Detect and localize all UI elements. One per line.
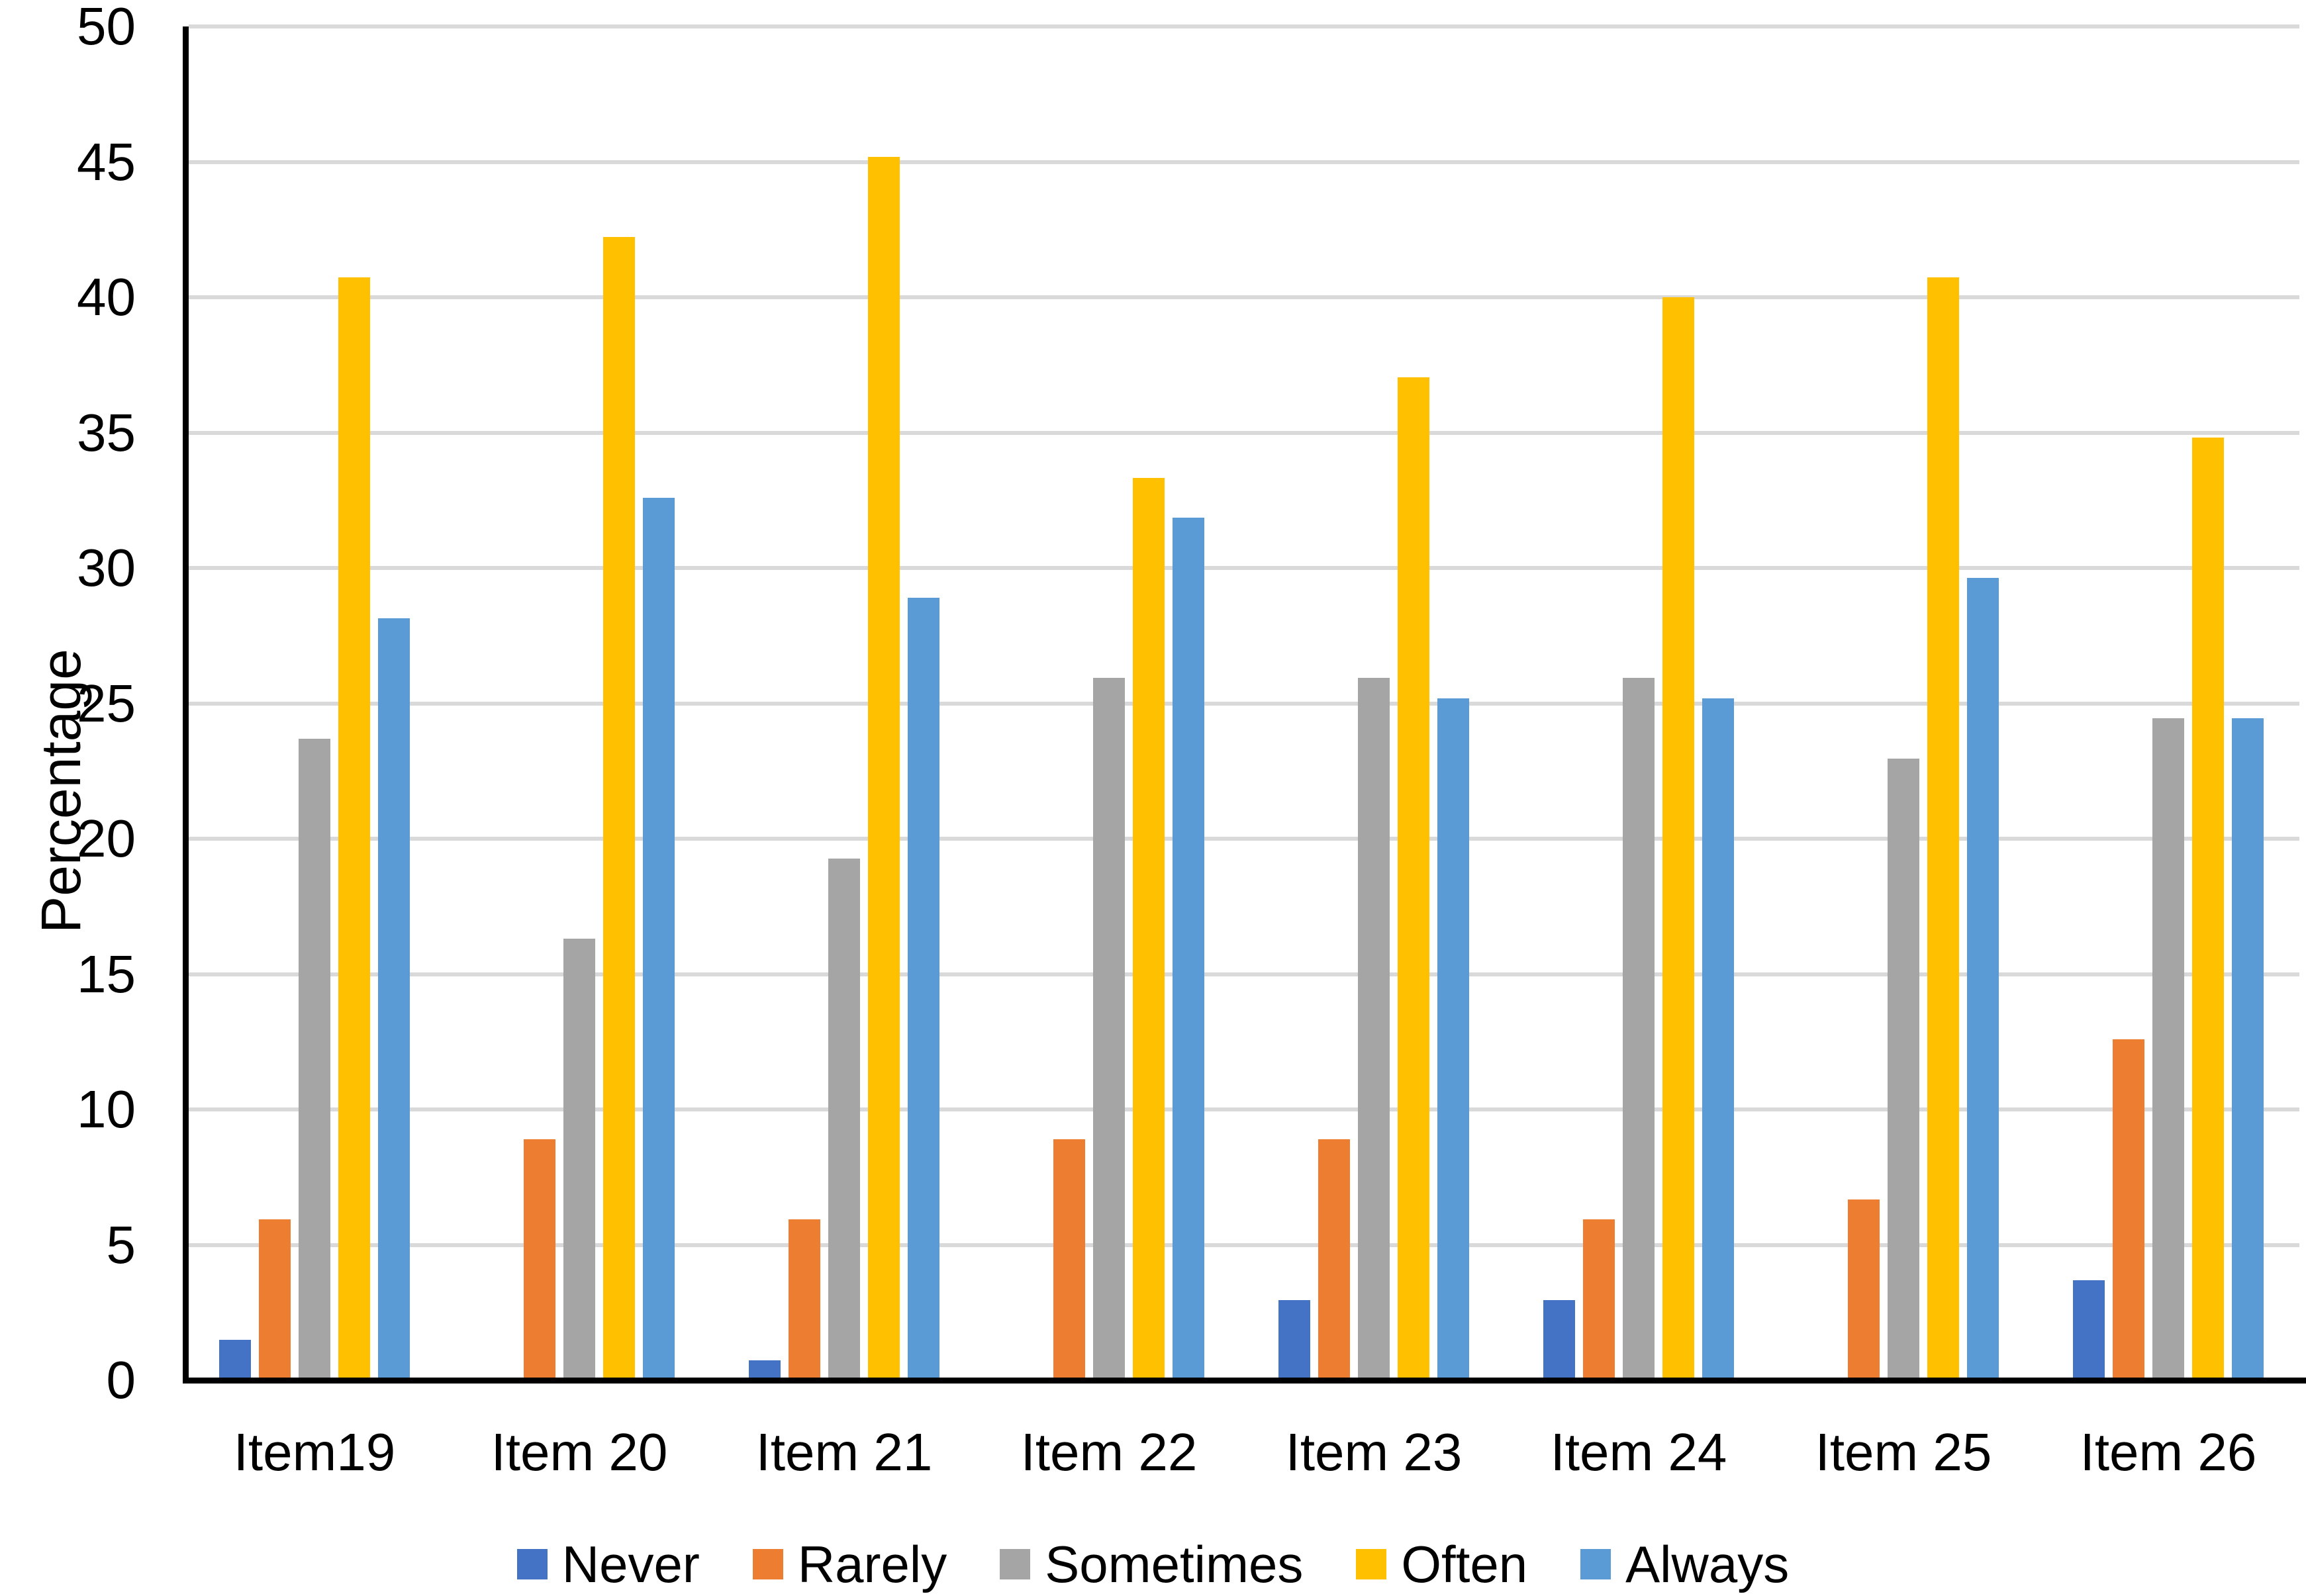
y-tick-label-40: 40 xyxy=(77,267,136,326)
x-label-item-22: Item 22 xyxy=(1020,1423,1198,1481)
gridline-10 xyxy=(189,1107,2299,1111)
bar-sometimes-item-21 xyxy=(828,859,860,1380)
bar-always-item-20 xyxy=(643,498,675,1380)
x-label-item-26: Item 26 xyxy=(2080,1423,2257,1481)
bar-often-item-22 xyxy=(1133,477,1165,1380)
y-tick-label-20: 20 xyxy=(77,809,136,868)
y-axis-line xyxy=(183,26,189,1384)
gridline-45 xyxy=(189,160,2299,164)
legend-item-rarely: Rarely xyxy=(752,1534,947,1594)
bar-rarely-item-26 xyxy=(2113,1039,2144,1380)
bar-group-item-25 xyxy=(1808,26,1999,1380)
bar-never-item-21 xyxy=(749,1360,781,1380)
bar-never-item-26 xyxy=(2073,1280,2105,1380)
bar-never-item-24 xyxy=(1543,1299,1575,1380)
legend-item-sometimes: Sometimes xyxy=(1000,1534,1303,1594)
bar-often-item19 xyxy=(338,277,370,1380)
bar-always-item-25 xyxy=(1967,578,1999,1380)
bar-group-item-21 xyxy=(749,26,939,1380)
legend-label-always: Always xyxy=(1625,1535,1790,1593)
gridline-20 xyxy=(189,837,2299,841)
gridline-30 xyxy=(189,566,2299,570)
y-tick-label-25: 25 xyxy=(77,673,136,733)
bar-sometimes-item19 xyxy=(299,738,330,1380)
x-axis-line xyxy=(183,1378,2306,1384)
bar-always-item-26 xyxy=(2232,718,2264,1380)
bar-sometimes-item-22 xyxy=(1093,678,1125,1380)
x-label-item-24: Item 24 xyxy=(1550,1423,1727,1481)
x-label-item19: Item19 xyxy=(233,1423,396,1481)
bar-group-item-26 xyxy=(2073,26,2264,1380)
legend-swatch-always-icon xyxy=(1580,1549,1611,1579)
y-tick-label-5: 5 xyxy=(106,1215,136,1274)
x-label-item-21: Item 21 xyxy=(755,1423,933,1481)
bar-sometimes-item-23 xyxy=(1358,678,1390,1380)
bar-sometimes-item-26 xyxy=(2152,718,2184,1380)
bar-group-item-23 xyxy=(1278,26,1469,1380)
bar-rarely-item-20 xyxy=(524,1139,555,1380)
y-tick-label-10: 10 xyxy=(77,1080,136,1139)
legend-item-often: Often xyxy=(1356,1534,1527,1594)
bar-always-item19 xyxy=(378,618,410,1380)
legend-item-never: Never xyxy=(516,1534,700,1594)
bar-often-item-20 xyxy=(603,237,635,1380)
x-label-item-23: Item 23 xyxy=(1285,1423,1463,1481)
legend-label-never: Never xyxy=(561,1535,700,1593)
bar-rarely-item-21 xyxy=(789,1219,820,1380)
y-tick-label-0: 0 xyxy=(106,1350,136,1409)
bar-often-item-23 xyxy=(1398,377,1429,1380)
bar-sometimes-item-20 xyxy=(563,939,595,1380)
legend-label-often: Often xyxy=(1401,1535,1528,1593)
legend-swatch-rarely-icon xyxy=(752,1549,783,1579)
bar-always-item-22 xyxy=(1173,518,1204,1380)
gridline-5 xyxy=(189,1243,2299,1247)
bar-rarely-item-25 xyxy=(1848,1199,1880,1380)
bar-group-item-24 xyxy=(1543,26,1734,1380)
bar-never-item19 xyxy=(219,1340,251,1380)
y-tick-label-30: 30 xyxy=(77,538,136,597)
x-label-item-20: Item 20 xyxy=(491,1423,668,1481)
chart-legend: Never Rarely Sometimes Often Always xyxy=(0,1534,2306,1594)
bar-rarely-item19 xyxy=(259,1219,291,1380)
legend-swatch-sometimes-icon xyxy=(1000,1549,1031,1579)
y-axis-tick-labels: 0 5 10 15 20 25 30 35 40 45 50 xyxy=(0,0,136,1409)
x-label-item-25: Item 25 xyxy=(1815,1423,1992,1481)
gridline-40 xyxy=(189,295,2299,299)
plot-area xyxy=(189,24,2299,1382)
gridline-25 xyxy=(189,701,2299,706)
bar-group-item19 xyxy=(219,26,410,1380)
bar-group-item-20 xyxy=(484,26,675,1380)
bar-often-item-26 xyxy=(2192,438,2224,1380)
bar-always-item-21 xyxy=(908,598,939,1380)
bar-sometimes-item-25 xyxy=(1888,758,1919,1380)
gridline-50 xyxy=(189,24,2299,28)
bar-often-item-21 xyxy=(868,156,900,1380)
bar-always-item-24 xyxy=(1702,698,1734,1380)
legend-label-sometimes: Sometimes xyxy=(1045,1535,1304,1593)
y-tick-label-35: 35 xyxy=(77,402,136,462)
bar-rarely-item-22 xyxy=(1053,1139,1085,1380)
gridline-35 xyxy=(189,430,2299,435)
bar-often-item-25 xyxy=(1927,277,1959,1380)
y-axis-title: Percentage xyxy=(30,649,92,933)
bar-rarely-item-23 xyxy=(1318,1139,1350,1380)
legend-label-rarely: Rarely xyxy=(797,1535,947,1593)
bar-rarely-item-24 xyxy=(1583,1219,1615,1380)
bar-often-item-24 xyxy=(1662,297,1694,1380)
y-tick-label-15: 15 xyxy=(77,944,136,1004)
bar-group-item-22 xyxy=(1014,26,1204,1380)
bar-always-item-23 xyxy=(1437,698,1469,1380)
y-tick-label-50: 50 xyxy=(77,0,136,56)
legend-item-always: Always xyxy=(1580,1534,1789,1594)
legend-swatch-never-icon xyxy=(516,1549,548,1579)
gridline-15 xyxy=(189,972,2299,976)
bar-sometimes-item-24 xyxy=(1623,678,1655,1380)
y-tick-label-45: 45 xyxy=(77,132,136,191)
legend-swatch-often-icon xyxy=(1356,1549,1387,1579)
bar-never-item-23 xyxy=(1278,1299,1310,1380)
